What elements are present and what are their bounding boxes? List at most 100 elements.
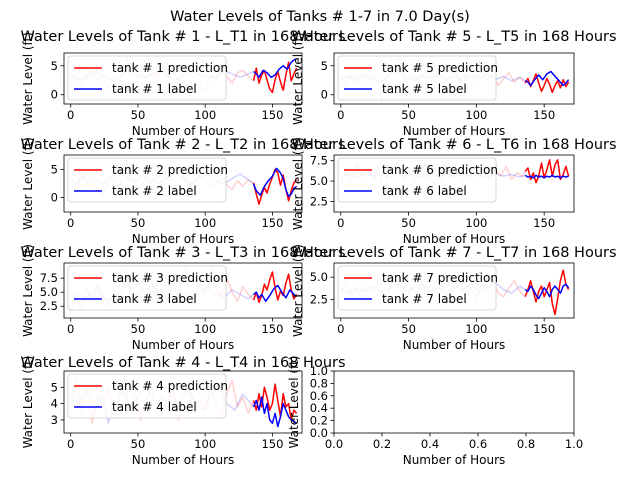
y-tick-label: 7.5 bbox=[310, 154, 328, 168]
x-tick-label: 0 bbox=[337, 216, 344, 230]
x-tick-label: 50 bbox=[131, 108, 146, 122]
x-tick-label: 0 bbox=[67, 108, 74, 122]
y-tick-label: 0 bbox=[51, 190, 58, 204]
y-tick-label: 5 bbox=[51, 59, 58, 73]
x-tick-label: 0 bbox=[67, 437, 74, 451]
legend-entry: tank # 4 prediction bbox=[112, 379, 228, 393]
x-axis-label: Number of Hours bbox=[132, 338, 235, 352]
x-tick-label: 100 bbox=[194, 322, 216, 336]
legend-box bbox=[67, 265, 227, 311]
legend-entry: tank # 5 prediction bbox=[382, 61, 498, 75]
y-tick-label: 5.0 bbox=[310, 174, 328, 188]
series-line-2 bbox=[524, 70, 570, 87]
x-tick-label: 0 bbox=[67, 216, 74, 230]
x-tick-label: 1.0 bbox=[565, 437, 583, 451]
legend: tank # 2 prediction tank # 2 label bbox=[67, 157, 228, 203]
legend: tank # 3 prediction tank # 3 label bbox=[67, 265, 228, 311]
y-tick-label: 5 bbox=[51, 380, 58, 394]
x-tick-label: 100 bbox=[194, 108, 216, 122]
legend: tank # 5 prediction tank # 5 label bbox=[337, 55, 498, 101]
x-tick-label: 0.0 bbox=[325, 437, 343, 451]
axes-frame bbox=[333, 154, 575, 213]
x-tick-label: 50 bbox=[131, 322, 146, 336]
y-tick-label: 2.5 bbox=[310, 194, 328, 208]
series-line-2 bbox=[524, 283, 570, 300]
series-line-1 bbox=[252, 61, 298, 94]
y-tick-label: 2.5 bbox=[310, 292, 328, 306]
x-tick-label: 150 bbox=[533, 216, 555, 230]
axes-frame bbox=[63, 154, 303, 213]
y-tick-label: 7.5 bbox=[40, 271, 58, 285]
subplot-2: 0 50 100 150 0 5 Number of Hours Water Level (f… bbox=[20, 137, 345, 246]
subplot-title: Water Levels of Tank # 4 - L_T4 in 168 H… bbox=[20, 355, 345, 371]
subplot-5: 0 50 100 150 0 5 Number of Hours Water Level (f… bbox=[291, 29, 617, 138]
x-axis-label: Number of Hours bbox=[403, 232, 506, 246]
legend: tank # 1 prediction tank # 1 label bbox=[67, 55, 228, 101]
y-tick-label: 3 bbox=[51, 413, 58, 427]
x-tick-label: 100 bbox=[465, 322, 487, 336]
x-tick-label: 50 bbox=[401, 108, 416, 122]
x-tick-label: 0.6 bbox=[469, 437, 487, 451]
legend-entry: tank # 4 label bbox=[112, 400, 197, 414]
x-tick-label: 150 bbox=[261, 216, 283, 230]
x-tick-label: 0.4 bbox=[421, 437, 439, 451]
y-tick-label: 5 bbox=[51, 163, 58, 177]
x-axis-label: Number of Hours bbox=[132, 232, 235, 246]
legend: tank # 4 prediction tank # 4 label bbox=[67, 373, 228, 419]
x-tick-label: 0.8 bbox=[517, 437, 535, 451]
legend-entry: tank # 2 prediction bbox=[112, 163, 228, 177]
y-axis-label: Water Level (ft) bbox=[21, 244, 35, 337]
figure-title: Water Levels of Tanks # 1-7 in 7.0 Day(s… bbox=[170, 9, 470, 25]
y-axis-label: Water Level (ft) bbox=[291, 244, 305, 337]
series-line-2 bbox=[253, 58, 297, 79]
x-tick-label: 100 bbox=[465, 108, 487, 122]
subplot-title: Water Levels of Tank # 1 - L_T1 in 168 H… bbox=[20, 29, 345, 45]
y-tick-label: 5.0 bbox=[40, 285, 58, 299]
series-line-2 bbox=[253, 284, 298, 302]
x-axis-label: Number of Hours bbox=[403, 453, 506, 467]
y-tick-label: 0.0 bbox=[310, 426, 328, 440]
y-tick-label: 2.5 bbox=[40, 299, 58, 313]
y-axis-label: Water Level (ft) bbox=[21, 32, 35, 125]
x-tick-label: 150 bbox=[261, 108, 283, 122]
subplot-title: Water Levels of Tank # 2 - L_T2 in 168 H… bbox=[20, 137, 345, 153]
x-tick-label: 50 bbox=[401, 216, 416, 230]
y-tick-label: 5 bbox=[321, 59, 328, 73]
legend-entry: tank # 5 label bbox=[382, 82, 467, 96]
x-tick-label: 150 bbox=[533, 322, 555, 336]
y-tick-label: 0 bbox=[321, 88, 328, 102]
y-tick-label: 1.0 bbox=[310, 364, 328, 378]
axes-frame bbox=[333, 262, 575, 319]
legend-entry: tank # 3 prediction bbox=[112, 271, 228, 285]
legend-entry: tank # 1 label bbox=[112, 82, 197, 96]
x-tick-label: 50 bbox=[131, 216, 146, 230]
legend-box bbox=[337, 265, 497, 311]
x-tick-label: 150 bbox=[261, 322, 283, 336]
x-tick-label: 50 bbox=[401, 322, 416, 336]
y-tick-label: 4 bbox=[51, 397, 58, 411]
y-tick-label: 0.2 bbox=[310, 414, 328, 428]
x-tick-label: 0.2 bbox=[373, 437, 391, 451]
y-tick-label: 0.8 bbox=[310, 376, 328, 390]
axes-frame bbox=[63, 262, 303, 319]
x-tick-label: 0 bbox=[337, 322, 344, 336]
y-tick-label: 0.6 bbox=[310, 389, 328, 403]
y-axis-label: Water Level (ft) bbox=[291, 32, 305, 125]
x-axis-label: Number of Hours bbox=[403, 338, 506, 352]
axes-frame bbox=[63, 370, 303, 434]
legend-box bbox=[67, 157, 227, 203]
legend-entry: tank # 7 prediction bbox=[382, 271, 498, 285]
y-tick-label: 5.0 bbox=[310, 270, 328, 284]
x-tick-label: 50 bbox=[131, 437, 146, 451]
subplot-title: Water Levels of Tank # 3 - L_T3 in 168 H… bbox=[20, 245, 345, 261]
legend-box bbox=[337, 55, 497, 101]
y-axis-label: Water Level (ft) bbox=[287, 356, 301, 449]
x-axis-label: Number of Hours bbox=[403, 124, 506, 138]
series-line-2 bbox=[252, 396, 297, 428]
legend: tank # 7 prediction tank # 7 label bbox=[337, 265, 498, 311]
y-axis-label: Water Level (ft) bbox=[21, 137, 35, 230]
axes-frame bbox=[333, 52, 575, 105]
